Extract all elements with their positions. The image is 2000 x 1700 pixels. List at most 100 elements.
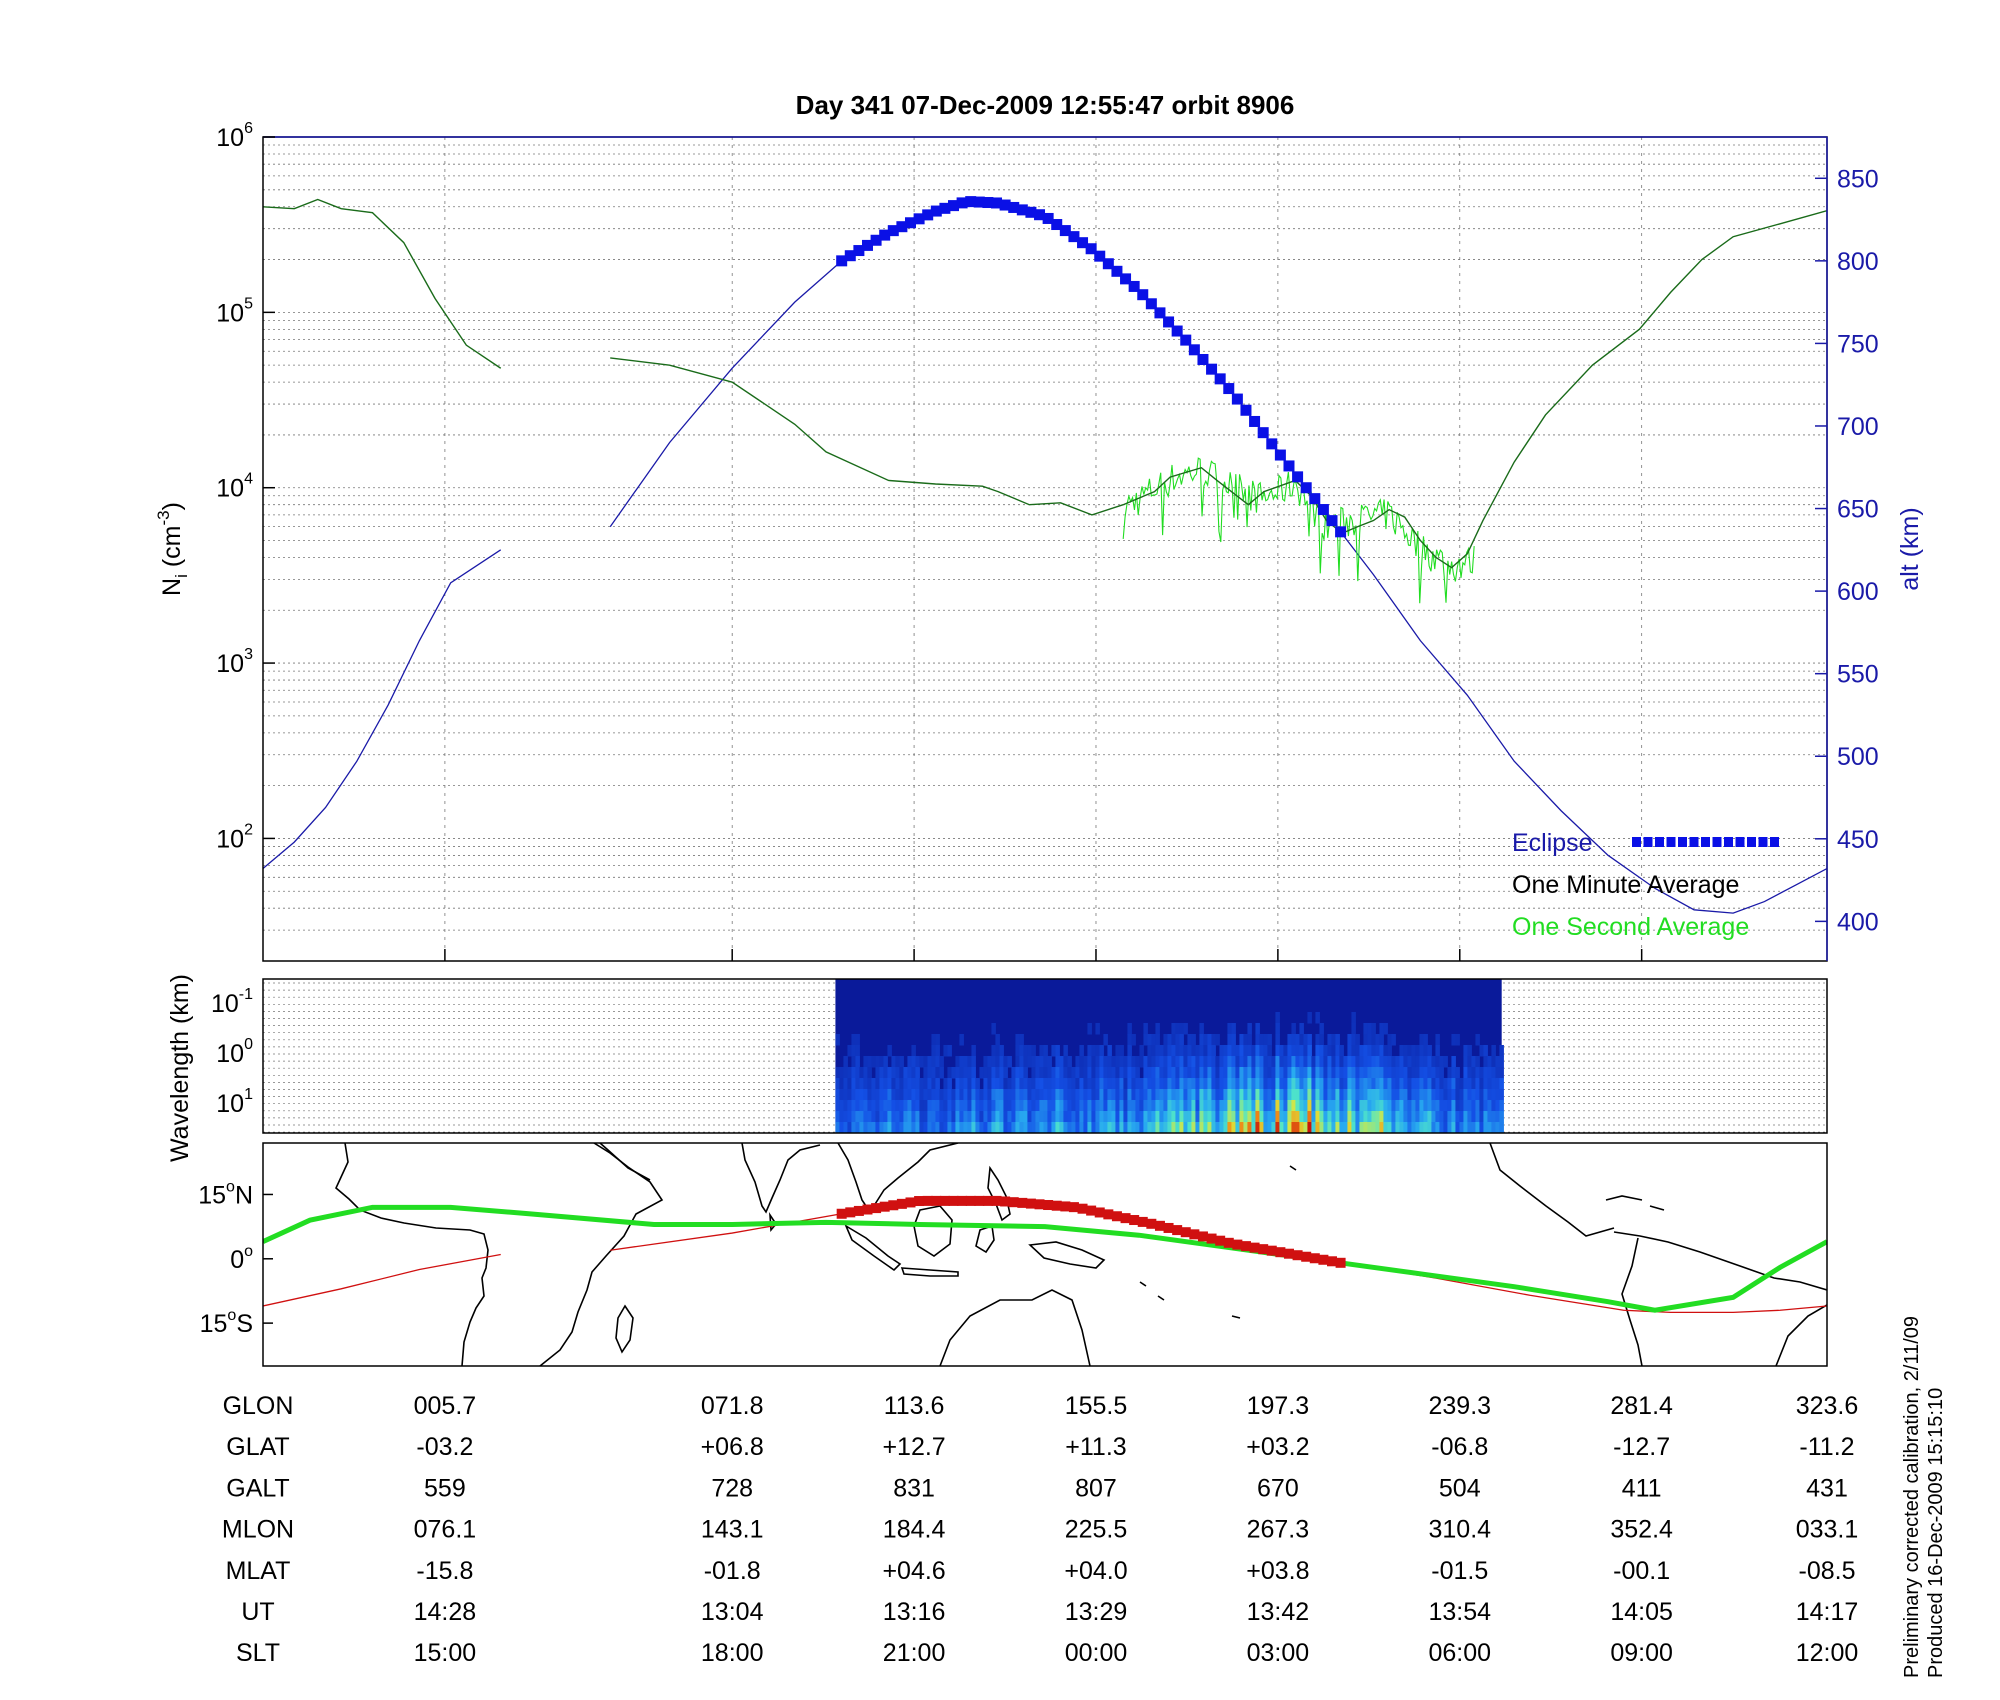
eclipse-track-marker: [896, 1198, 907, 1209]
legend-eclipse-mark: [1724, 837, 1733, 847]
spectrogram-cell: [1295, 1056, 1300, 1068]
spectrogram-cell: [1219, 1089, 1224, 1101]
spectrogram-cell: [1215, 1122, 1220, 1133]
spectrogram-cell: [1299, 1056, 1304, 1068]
spectrogram-cell: [1267, 1100, 1272, 1112]
spectrogram-cell: [979, 1100, 984, 1112]
spectrogram-cell: [1411, 1089, 1416, 1101]
spectrogram-cell: [1367, 1023, 1372, 1035]
spectrogram-cell: [891, 1078, 896, 1090]
spectrogram-cell: [1443, 1089, 1448, 1101]
spectrogram-cell: [1223, 1100, 1228, 1112]
spectrogram-cell: [1303, 1045, 1308, 1057]
spectrogram-cell: [1291, 1067, 1296, 1079]
spectrogram-cell: [1319, 1089, 1324, 1101]
spectrogram-cell: [851, 1034, 856, 1046]
spectrogram-cell: [1403, 1089, 1408, 1101]
spectrogram-cell: [1231, 1056, 1236, 1068]
spectrogram-cell: [1335, 1122, 1340, 1133]
eclipse-track-marker: [1275, 1247, 1286, 1258]
spectrogram-cell: [1435, 1078, 1440, 1090]
spectrogram-cell: [1187, 1034, 1192, 1046]
spectrogram-cell: [887, 1045, 892, 1057]
spectrogram-cell: [1483, 1122, 1488, 1133]
legend-eclipse-mark: [1643, 837, 1653, 847]
spectrogram-cell: [919, 1078, 924, 1090]
cell-ut: 13:16: [883, 1598, 946, 1626]
spectrogram-cell: [1299, 1078, 1304, 1090]
spectrogram-cell: [1307, 1034, 1312, 1046]
spectrogram-cell: [1151, 1067, 1156, 1079]
spectrogram-cell: [1491, 1100, 1496, 1112]
spectrogram-cell: [935, 1078, 940, 1090]
spectrogram-cell: [963, 1122, 968, 1133]
spectrogram-cell: [1283, 1111, 1288, 1123]
spectrogram-cell: [1043, 1111, 1048, 1123]
spectrogram-cell: [855, 1078, 860, 1090]
spectrogram-cell: [1139, 1122, 1144, 1133]
spectrogram-cell: [991, 1056, 996, 1068]
spectrogram-cell: [1499, 1056, 1504, 1068]
spectrogram-cell: [1015, 1056, 1020, 1068]
row-label-mlon: MLON: [222, 1516, 294, 1544]
spectrogram-cell: [895, 1056, 900, 1068]
cell-galt: 728: [711, 1474, 753, 1502]
spectrogram-cell: [1227, 1111, 1232, 1123]
spectrogram-cell: [1371, 1034, 1376, 1046]
spectrogram-cell: [1315, 1078, 1320, 1090]
spectrogram-cell: [1499, 1111, 1504, 1123]
spectrogram-cell: [1203, 1078, 1208, 1090]
spectrogram-cell: [923, 1122, 928, 1133]
spectrogram-cell: [955, 1122, 960, 1133]
spectrogram-cell: [1011, 1122, 1016, 1133]
spectrogram-cell: [943, 1100, 948, 1112]
spectrogram-cell: [887, 1089, 892, 1101]
spectrogram-cell: [1323, 1089, 1328, 1101]
spectrogram-cell: [859, 1100, 864, 1112]
spectrogram-cell: [879, 1056, 884, 1068]
spectrogram-cell: [879, 1078, 884, 1090]
spectrogram-cell: [1471, 1100, 1476, 1112]
spectrogram-cell: [1127, 1111, 1132, 1123]
spectrogram-cell: [1131, 1089, 1136, 1101]
spectrogram-cell: [1163, 1045, 1168, 1057]
eclipse-track-marker: [1008, 1197, 1019, 1208]
spectrogram-cell: [1115, 1067, 1120, 1079]
spectrogram-cell: [1195, 1056, 1200, 1068]
spectrogram-cell: [1395, 1111, 1400, 1123]
spectrogram-cell: [1031, 1100, 1036, 1112]
spectrogram-cell: [903, 1111, 908, 1123]
spectrogram-cell: [1211, 1034, 1216, 1046]
map-axes-frame: [262, 1142, 1828, 1367]
legend-eclipse-marks: [1632, 837, 1779, 847]
spectrogram-cell: [1155, 1056, 1160, 1068]
spectrogram-cell: [1055, 1100, 1060, 1112]
spectrogram-cell: [1435, 1122, 1440, 1133]
spectrogram-cell: [1459, 1100, 1464, 1112]
spectrogram-cell: [1423, 1089, 1428, 1101]
row-label-glat: GLAT: [226, 1433, 289, 1461]
eclipse-marker: [1051, 219, 1063, 231]
spectrogram-cell: [1087, 1111, 1092, 1123]
spectrogram-cell: [927, 1089, 932, 1101]
spectrogram-cell: [1231, 1100, 1236, 1112]
spectrogram-cell: [1279, 1045, 1284, 1057]
eclipse-marker: [913, 213, 925, 225]
spectrogram-cell: [1079, 1089, 1084, 1101]
spectrogram-cell: [987, 1100, 992, 1112]
spectrogram-cell: [875, 1122, 880, 1133]
spectrogram-cell: [1211, 1111, 1216, 1123]
eclipse-track-marker: [1129, 1215, 1140, 1226]
spectrogram-cell: [1371, 1100, 1376, 1112]
eclipse-marker: [1059, 225, 1071, 237]
spectrogram-cell: [1167, 1078, 1172, 1090]
spectrogram-cell: [959, 1056, 964, 1068]
spectrogram-cell: [1419, 1067, 1424, 1079]
spectrogram-cell: [1123, 1067, 1128, 1079]
cell-galt: 504: [1439, 1474, 1481, 1502]
spectrogram-cell: [1095, 1078, 1100, 1090]
spectrogram-cell: [1179, 1045, 1184, 1057]
coast-central-america: [1489, 1143, 1615, 1237]
spectrogram-cell: [1031, 1045, 1036, 1057]
spectrogram-cell: [1247, 1111, 1252, 1123]
